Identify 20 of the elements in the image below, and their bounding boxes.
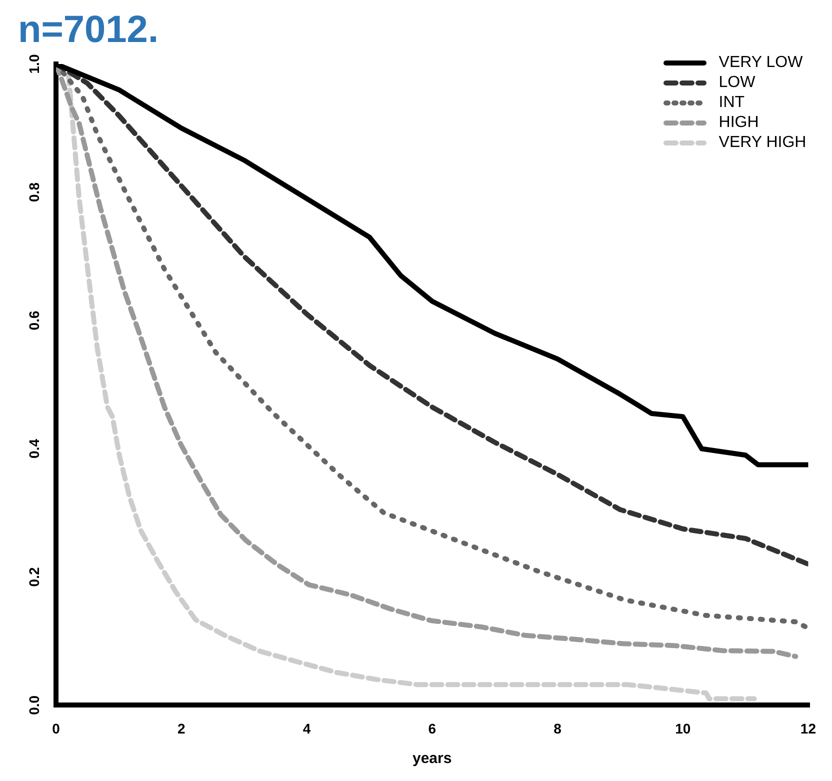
y-tick-label: 1.0 — [26, 54, 42, 74]
legend-label: VERY HIGH — [718, 134, 806, 152]
x-tick-label: 2 — [177, 720, 186, 736]
x-tick-label: 4 — [302, 720, 311, 736]
y-tick-label: 0.6 — [26, 310, 42, 330]
x-axis-title: years — [412, 750, 452, 768]
legend-label: LOW — [718, 74, 756, 92]
y-tick-label: 0.2 — [26, 567, 42, 587]
legend-label: INT — [718, 94, 745, 112]
y-tick-label: 0.0 — [26, 695, 42, 715]
x-tick-label: 12 — [800, 720, 816, 736]
x-tick-label: 0 — [52, 720, 60, 736]
x-tick-label: 8 — [554, 720, 562, 736]
legend-label: VERY LOW — [718, 54, 803, 72]
legend-label: HIGH — [718, 114, 759, 132]
x-tick-label: 6 — [428, 720, 436, 736]
y-tick-label: 0.8 — [26, 182, 42, 202]
chart-title: n=7012. — [17, 8, 160, 52]
x-tick-label: 10 — [675, 720, 691, 736]
y-tick-label: 0.4 — [26, 438, 42, 458]
